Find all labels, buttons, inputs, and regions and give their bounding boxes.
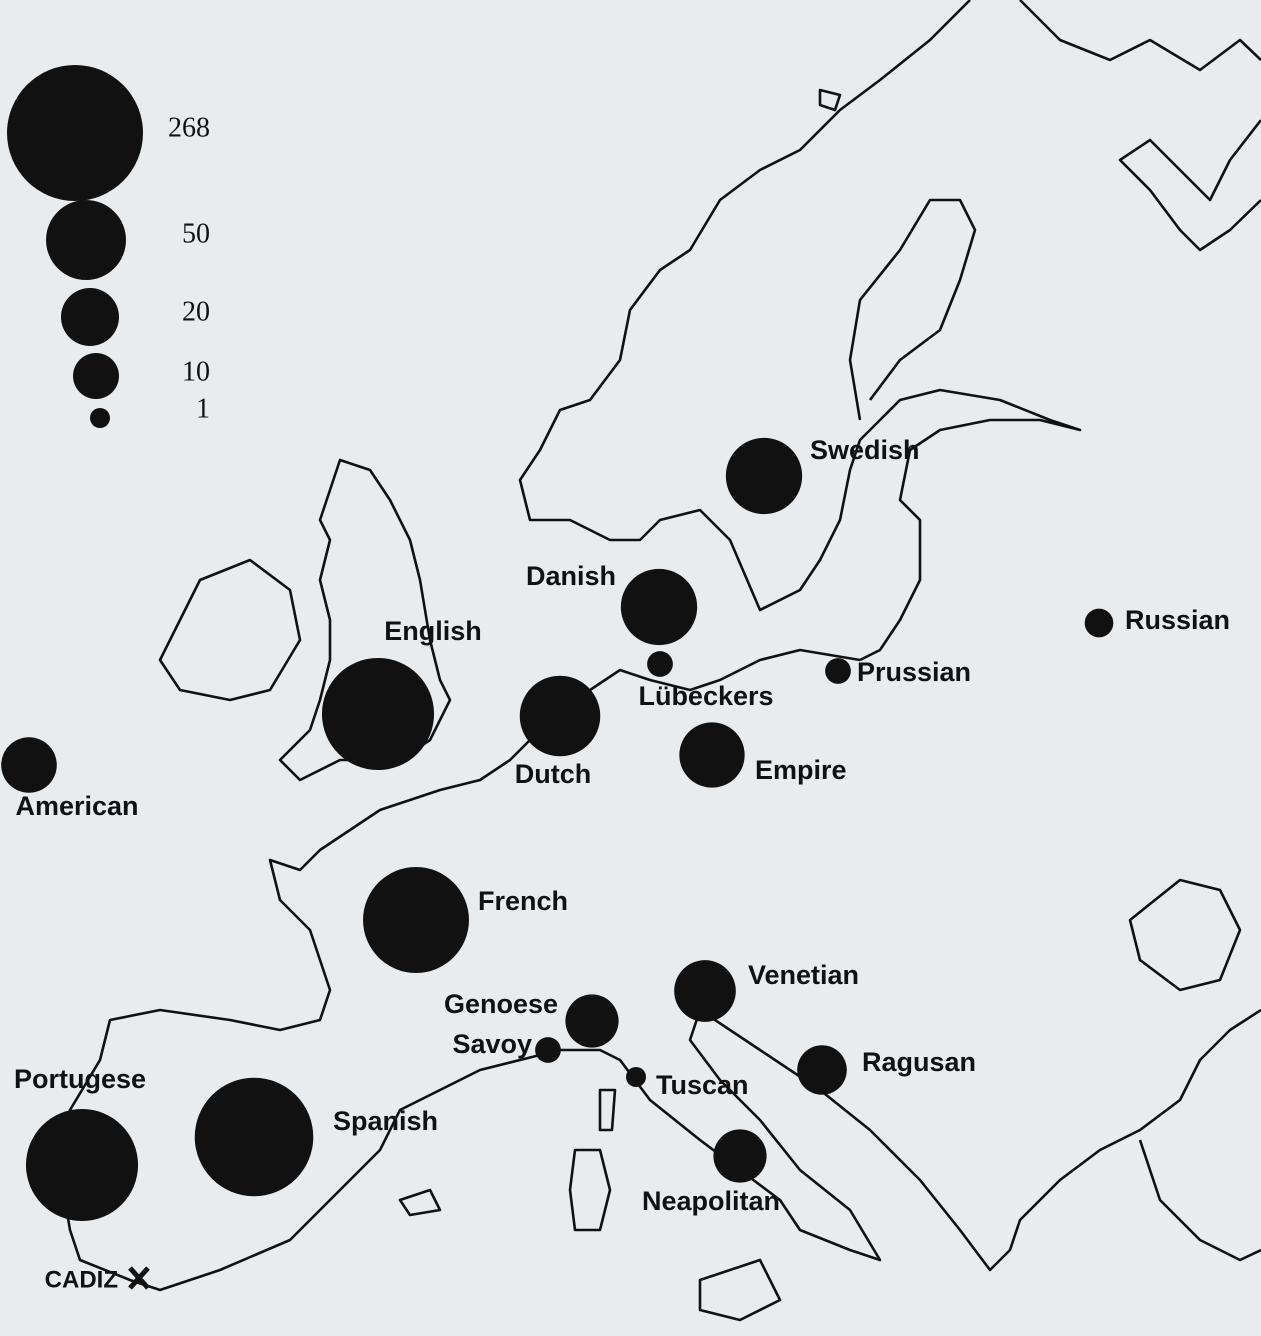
islands (398, 88, 842, 1322)
legend-circle (90, 408, 110, 428)
fleet-circle (535, 1037, 561, 1063)
balkan-coast (1128, 878, 1261, 1262)
fleet-label: Swedish (810, 435, 920, 465)
legend-label: 268 (168, 112, 210, 143)
ireland-coast (158, 558, 302, 702)
legend-label: 10 (182, 356, 210, 387)
fleet-label: Neapolitan (642, 1186, 780, 1216)
fleet-circle (1084, 608, 1114, 638)
fleet-label: American (15, 791, 138, 821)
fleet-markers: Swedish Danish English Dutch Lübeckers Prussi… (1, 435, 1230, 1222)
cross-marker (128, 1266, 150, 1290)
legend-circle (46, 200, 126, 280)
legend-label: 50 (182, 218, 210, 249)
fleet-label: English (384, 616, 482, 646)
fleet-circle (321, 657, 435, 771)
scandinavia-coast (518, 0, 1082, 662)
fleet-label: Genoese (444, 989, 558, 1019)
fleet-label: French (478, 886, 568, 916)
fleet-label: Venetian (748, 960, 859, 990)
fleet-circle (565, 994, 619, 1048)
place-label: CADIZ (45, 1266, 118, 1293)
fleet-circle (626, 1067, 646, 1087)
coastlines (58, 0, 1261, 1322)
fleet-label: Prussian (857, 657, 971, 687)
fleet-label: Ragusan (862, 1047, 976, 1077)
continent-coast (58, 648, 1261, 1292)
fleet-label: Tuscan (656, 1070, 749, 1100)
fleet-circle (647, 651, 673, 677)
legend-circle (7, 65, 143, 201)
fleet-circle (1, 737, 57, 793)
fleet-label: Spanish (333, 1106, 438, 1136)
fleet-label: Danish (526, 561, 616, 591)
fleet-label: Russian (1125, 605, 1230, 635)
legend-label: 20 (182, 296, 210, 327)
legend: 268 50 20 10 1 (7, 65, 210, 428)
fleet-circle (620, 568, 698, 646)
bothnia-coast (848, 198, 977, 421)
fleet-circle (679, 722, 745, 788)
fleet-circle (25, 1108, 139, 1222)
arctic-coast (1019, 0, 1261, 252)
britain-coast (278, 458, 452, 782)
fleet-circle (797, 1045, 847, 1095)
fleet-label: Lübeckers (638, 681, 773, 711)
legend-circle (73, 353, 119, 399)
fleet-circle (713, 1129, 767, 1183)
fleet-circle (725, 437, 803, 515)
fleet-label: Portugese (14, 1064, 146, 1094)
cadiz-marker: CADIZ (45, 1266, 150, 1293)
legend-circle (61, 288, 119, 346)
fleet-circle (363, 867, 469, 973)
legend-label: 1 (196, 393, 210, 424)
fleet-circle (194, 1077, 314, 1197)
fleet-circle (519, 675, 601, 757)
fleet-circle (825, 658, 851, 684)
fleet-label: Dutch (515, 759, 592, 789)
fleet-circle (674, 960, 736, 1022)
fleet-label: Savoy (452, 1029, 532, 1059)
fleet-label: Empire (755, 755, 847, 785)
